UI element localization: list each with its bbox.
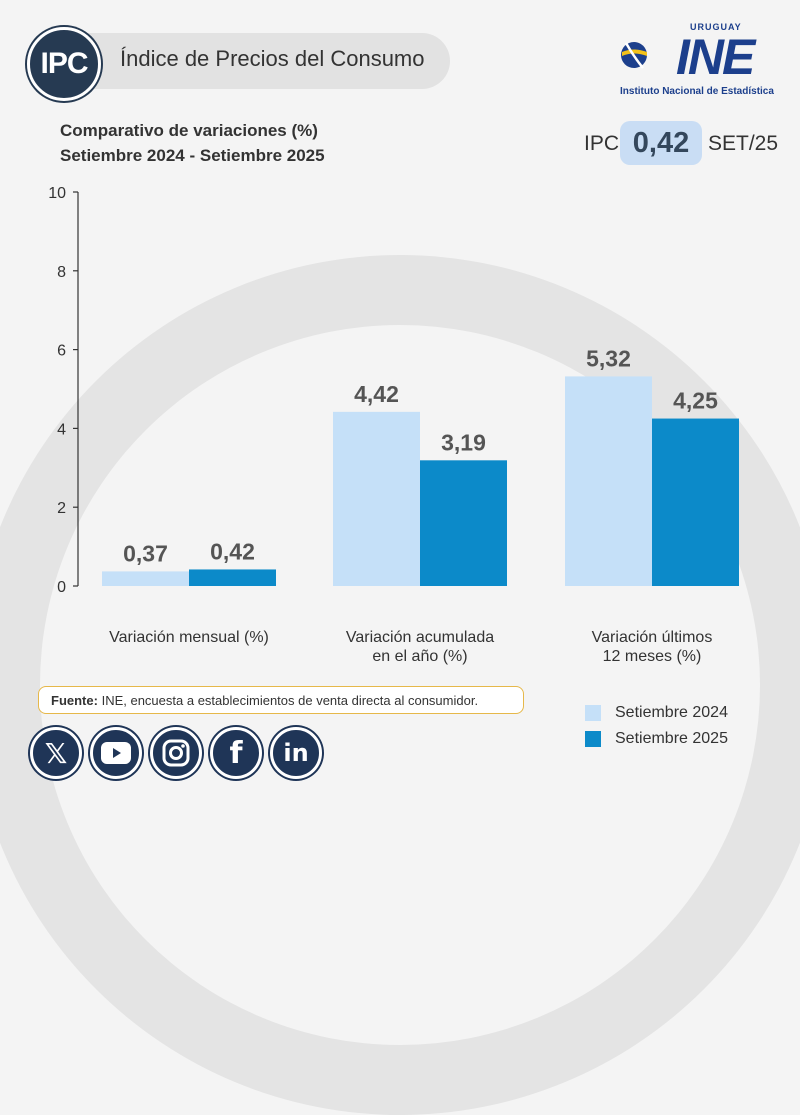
y-tick-label: 0 xyxy=(57,579,66,596)
legend-item-2025: Setiembre 2025 xyxy=(585,726,728,752)
data-label: 4,42 xyxy=(354,381,399,407)
data-label: 3,19 xyxy=(441,429,486,455)
subtitle-line-2: Setiembre 2024 - Setiembre 2025 xyxy=(60,146,325,165)
bar-2024-0 xyxy=(102,571,189,586)
y-tick-label: 6 xyxy=(57,343,66,360)
subtitle-line-1: Comparativo de variaciones (%) xyxy=(60,121,318,140)
category-label: Variación mensual (%) xyxy=(79,628,299,647)
chart-subtitle: Comparativo de variaciones (%) Setiembre… xyxy=(60,118,325,168)
bar-2025-0 xyxy=(189,569,276,586)
bar-2024-2 xyxy=(565,376,652,586)
y-tick-label: 10 xyxy=(48,185,66,202)
logo-wordmark: INE xyxy=(676,29,755,85)
legend-swatch-2024 xyxy=(585,705,601,721)
data-label: 0,37 xyxy=(123,540,168,566)
instagram-icon[interactable] xyxy=(150,727,202,779)
category-label-line: Variación últimos xyxy=(591,629,713,646)
bar-chart: 0 2 4 6 8 10 0,37 4,42 5,32 0,42 3,19 4,25 xyxy=(48,185,739,596)
logo-country: URUGUAY xyxy=(690,22,742,32)
page-title: Índice de Precios del Consumo xyxy=(120,46,425,71)
logo-subtitle: Instituto Nacional de Estadística xyxy=(620,86,774,97)
data-label: 5,32 xyxy=(586,345,631,371)
y-tick-label: 8 xyxy=(57,264,66,281)
ipc-summary-label: IPC xyxy=(584,132,620,155)
bar-2025-2 xyxy=(652,418,739,586)
legend-item-2024: Setiembre 2024 xyxy=(585,700,728,726)
bar-2024-1 xyxy=(333,411,420,586)
ipc-summary-period: SET/25 xyxy=(708,132,779,155)
y-tick-label: 2 xyxy=(57,500,66,517)
bar-2025-1 xyxy=(420,460,507,586)
category-label-line: Variación acumulada xyxy=(345,629,495,646)
linkedin-icon[interactable]: in xyxy=(270,727,322,779)
social-links: 𝕏 f in xyxy=(30,727,322,779)
category-label-line: Variación mensual (%) xyxy=(109,629,269,646)
source-note: Fuente: INE, encuesta a establecimientos… xyxy=(38,686,524,714)
chart-legend: Setiembre 2024 Setiembre 2025 xyxy=(585,700,728,752)
data-label: 4,25 xyxy=(673,388,718,414)
legend-swatch-2025 xyxy=(585,731,601,747)
category-label-line: 12 meses (%) xyxy=(602,648,702,665)
source-text: INE, encuesta a establecimientos de vent… xyxy=(101,693,479,708)
facebook-icon[interactable]: f xyxy=(210,727,262,779)
category-label-line: en el año (%) xyxy=(372,648,468,665)
ipc-summary-value: 0,42 xyxy=(620,121,702,165)
y-tick-label: 4 xyxy=(57,421,66,438)
ipc-badge: IPC xyxy=(27,27,101,101)
category-label: Variación últimos 12 meses (%) xyxy=(542,628,762,666)
x-icon[interactable]: 𝕏 xyxy=(30,727,82,779)
legend-label-2024: Setiembre 2024 xyxy=(615,704,728,721)
source-label: Fuente: xyxy=(51,693,98,708)
legend-label-2025: Setiembre 2025 xyxy=(615,730,728,747)
youtube-icon[interactable] xyxy=(90,727,142,779)
category-label: Variación acumulada en el año (%) xyxy=(310,628,530,666)
ine-logo-globe-icon xyxy=(621,42,647,69)
data-label: 0,42 xyxy=(210,538,255,564)
